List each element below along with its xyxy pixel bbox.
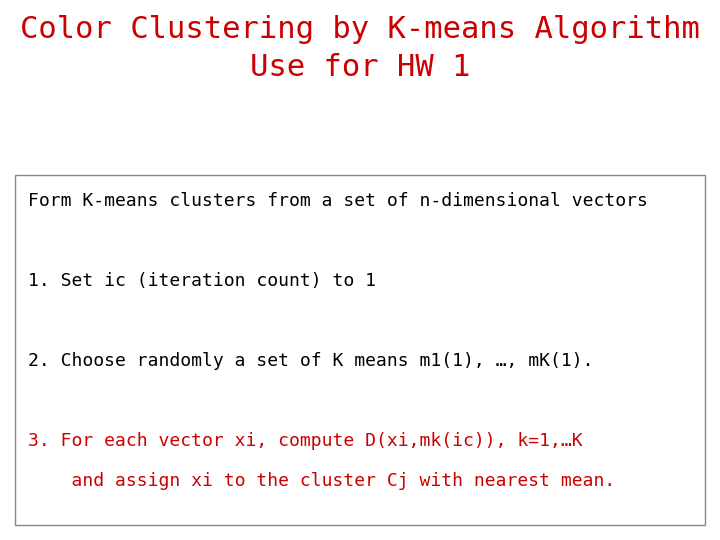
Text: Color Clustering by K-means Algorithm
Use for HW 1: Color Clustering by K-means Algorithm Us…: [20, 15, 700, 82]
Text: 3. For each vector xi, compute D(xi,mk(ic)), k=1,…K: 3. For each vector xi, compute D(xi,mk(i…: [28, 432, 582, 450]
Text: Form K-means clusters from a set of n-dimensional vectors: Form K-means clusters from a set of n-di…: [28, 192, 648, 210]
FancyBboxPatch shape: [15, 175, 705, 525]
Text: and assign xi to the cluster Cj with nearest mean.: and assign xi to the cluster Cj with nea…: [28, 472, 616, 490]
Text: 2. Choose randomly a set of K means m1(1), …, mK(1).: 2. Choose randomly a set of K means m1(1…: [28, 352, 593, 370]
Text: 1. Set ic (iteration count) to 1: 1. Set ic (iteration count) to 1: [28, 272, 376, 290]
